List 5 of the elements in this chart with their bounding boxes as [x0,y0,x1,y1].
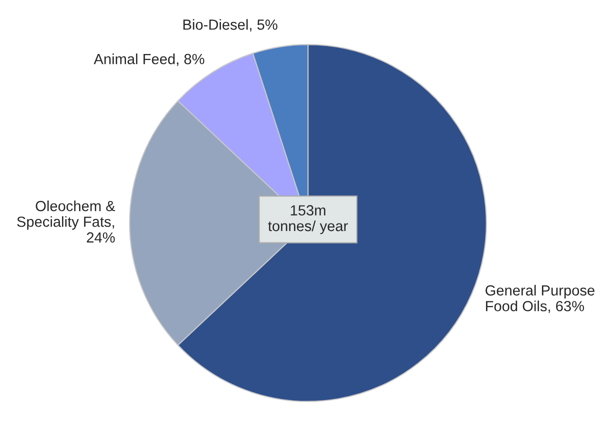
slice-label: Oleochem & Speciality Fats, 24% [17,200,116,243]
slice-label: General Purpose Food Oils, 63% [486,284,594,314]
text: 153m tonnes/ year [268,205,348,234]
slice-label: Bio-Diesel, 5% [183,19,278,32]
slice-label: Animal Feed, 8% [94,54,204,66]
